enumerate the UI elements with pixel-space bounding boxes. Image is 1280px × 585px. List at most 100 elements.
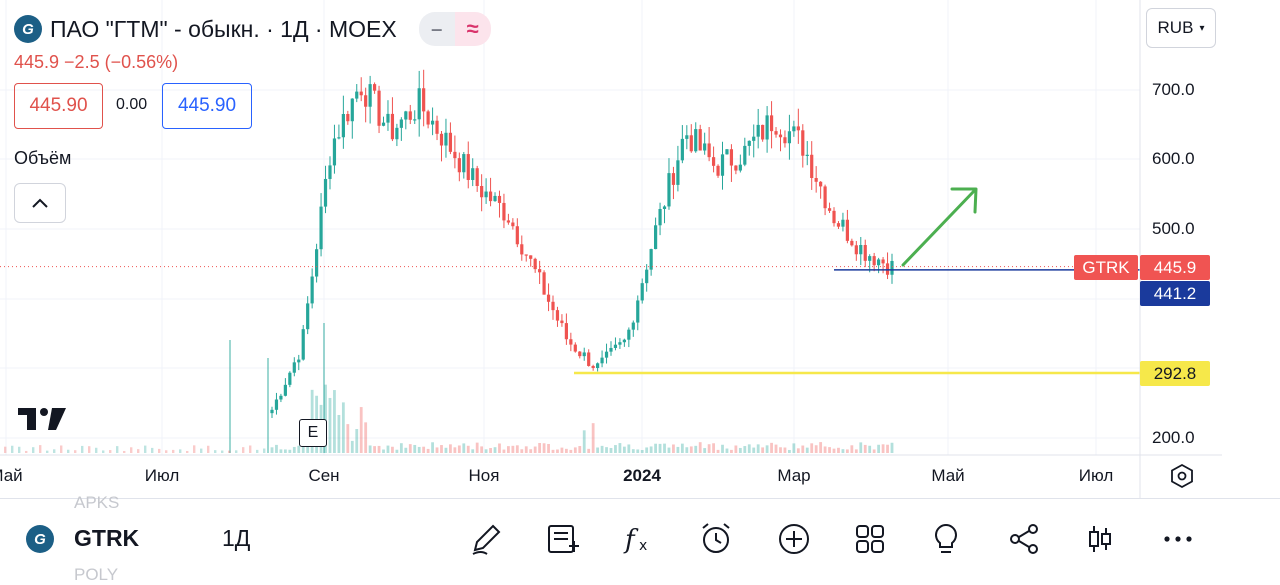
volume-bar — [359, 407, 363, 453]
candle — [618, 338, 622, 349]
volume-bar — [730, 449, 733, 453]
volume-bar — [832, 448, 836, 453]
volume-bar — [324, 384, 327, 453]
candle — [645, 264, 649, 292]
candle — [662, 205, 667, 224]
candle — [752, 124, 756, 158]
axis-settings-button[interactable] — [1168, 462, 1196, 495]
price-chart[interactable] — [0, 0, 1280, 498]
volume-bar — [4, 446, 7, 453]
add-button[interactable] — [776, 521, 812, 557]
candle — [515, 218, 519, 248]
candle — [364, 87, 368, 123]
volume-bar — [81, 445, 84, 453]
volume-bar — [582, 430, 586, 453]
x-tick-jul-2024: Июл — [1078, 466, 1114, 485]
earnings-marker[interactable]: E — [299, 419, 327, 447]
horizontal-levels[interactable] — [0, 266, 1140, 375]
candle — [319, 193, 323, 257]
candle — [475, 165, 479, 192]
ideas-button[interactable] — [928, 521, 964, 557]
candle — [297, 354, 301, 371]
chart-type-button[interactable] — [1082, 521, 1118, 557]
volume-bar — [747, 444, 751, 453]
volume-bar — [507, 446, 510, 453]
volume-bar — [596, 447, 600, 453]
candle — [551, 295, 555, 320]
candle — [881, 256, 885, 274]
candle — [792, 120, 796, 137]
share-button[interactable] — [1006, 521, 1042, 557]
more-button[interactable] — [1160, 521, 1196, 557]
candle — [301, 324, 305, 361]
note-add-button[interactable] — [544, 521, 580, 557]
volume-bar — [341, 402, 345, 453]
candle — [511, 218, 515, 230]
candle — [582, 347, 586, 361]
candle — [430, 107, 435, 136]
volume-bar — [845, 449, 849, 453]
sell-button[interactable]: 445.90 — [14, 83, 103, 129]
candle — [587, 349, 591, 367]
volume-bar — [67, 449, 70, 453]
candle — [725, 149, 729, 155]
volume-bar — [703, 448, 707, 453]
volume-bar — [186, 450, 189, 453]
alert-button[interactable] — [698, 521, 734, 557]
candle — [448, 122, 453, 155]
volume-bar — [301, 442, 305, 453]
volume-bar — [631, 449, 635, 453]
volume-bar — [828, 447, 831, 453]
candle — [546, 283, 551, 312]
volume-bar — [466, 445, 470, 453]
candle — [872, 252, 876, 272]
candle — [698, 124, 702, 151]
volume-bar — [859, 442, 863, 453]
symbol-title[interactable]: ПАО "ГТМ" - обыкн. · 1Д · MOEX — [50, 15, 397, 42]
candle — [890, 253, 894, 284]
candle — [413, 110, 417, 125]
volume-bar — [823, 446, 827, 453]
collapse-button[interactable] — [14, 183, 66, 223]
volume-bar — [716, 449, 720, 453]
volume-bar — [734, 445, 738, 453]
indicator-toggle[interactable]: ‒ ≈ — [418, 12, 491, 46]
candle — [680, 125, 684, 164]
volume-bar — [288, 449, 292, 453]
candle — [310, 268, 314, 309]
volume-bar — [158, 448, 161, 453]
brush-icon — [472, 524, 501, 555]
layout-button[interactable] — [852, 521, 888, 557]
volume-bar — [841, 449, 845, 453]
candle — [377, 85, 381, 134]
volume-bar — [863, 444, 867, 453]
candle — [596, 362, 600, 372]
volume-bar — [130, 447, 133, 453]
projection-arrow[interactable] — [901, 187, 978, 267]
volume-bar — [515, 445, 519, 453]
volume-bar — [538, 443, 542, 453]
volume-bar — [618, 443, 622, 453]
minus-icon[interactable]: ‒ — [418, 12, 455, 46]
candle — [859, 237, 863, 266]
candle — [395, 123, 399, 147]
volume-bar — [622, 446, 626, 453]
candle — [306, 296, 310, 335]
volume-bar — [408, 444, 412, 453]
candle — [435, 115, 439, 141]
buy-button[interactable]: 445.90 — [162, 83, 252, 129]
volume-bar — [279, 449, 283, 453]
volume-bar — [698, 442, 702, 453]
arrow-shaft[interactable] — [901, 188, 977, 267]
arrow-head[interactable] — [950, 187, 978, 214]
candle — [506, 213, 511, 225]
candle — [814, 166, 818, 193]
wave-icon[interactable]: ≈ — [454, 12, 491, 46]
brush-button[interactable] — [468, 521, 504, 557]
price-change: 445.9 −2.5 (−0.56%) — [14, 52, 179, 72]
symbol-selector[interactable]: GTRK — [74, 525, 140, 551]
volume-bar — [404, 447, 408, 453]
currency-select[interactable]: RUB ▾ — [1146, 8, 1216, 48]
interval-selector[interactable]: 1Д — [222, 525, 251, 551]
